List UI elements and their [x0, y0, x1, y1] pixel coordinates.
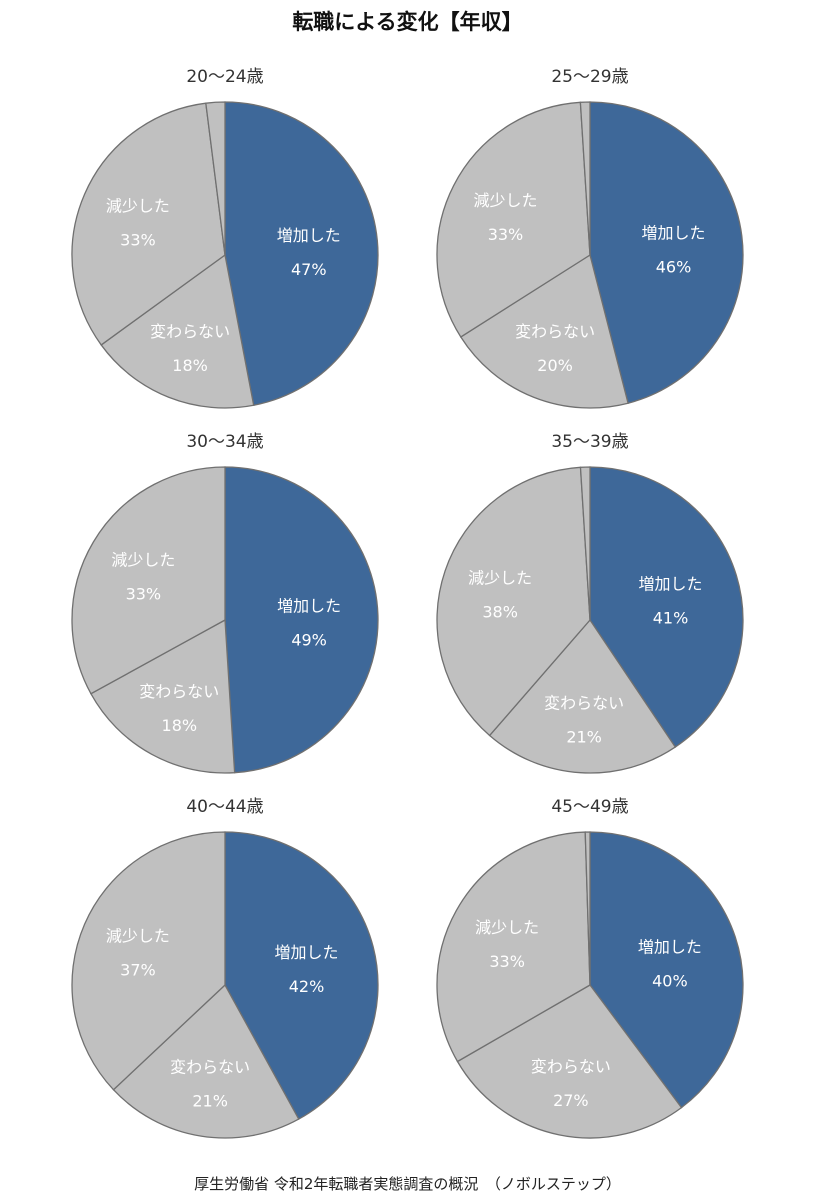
slice-increased — [224, 466, 379, 774]
pie-title: 20〜24歳 — [186, 67, 263, 87]
label-decreased-category: 減少した — [111, 551, 175, 570]
slice-decreased — [71, 831, 226, 1091]
label-decreased-category: 減少した — [473, 191, 537, 210]
label-unchanged-value: 21% — [566, 728, 602, 747]
label-unchanged-category: 変わらない — [139, 682, 219, 701]
slice-unchanged — [459, 253, 629, 409]
source-note: 厚生労働省 令和2年転職者実態調査の概況 （ノボルステップ） — [194, 1175, 621, 1193]
label-decreased-value: 33% — [488, 225, 524, 244]
label-increased-category: 増加した — [277, 226, 341, 245]
label-decreased-value: 33% — [126, 585, 162, 604]
label-unchanged-value: 18% — [172, 356, 208, 375]
slice-unchanged — [112, 983, 300, 1139]
pie-title: 40〜44歳 — [186, 797, 263, 817]
label-increased-value: 46% — [656, 257, 692, 276]
label-unchanged-value: 18% — [162, 716, 198, 735]
label-increased-category: 増加した — [641, 223, 705, 242]
slice-increased — [589, 831, 744, 1109]
slice-increased — [589, 101, 744, 404]
label-decreased-value: 33% — [120, 230, 156, 249]
label-unchanged-category: 変わらない — [170, 1058, 250, 1077]
label-decreased-category: 減少した — [106, 196, 170, 215]
slice-increased — [589, 466, 744, 748]
label-decreased-category: 減少した — [468, 569, 532, 588]
label-increased-value: 49% — [291, 630, 327, 649]
pie-title: 45〜49歳 — [551, 797, 628, 817]
label-unchanged-value: 21% — [192, 1092, 228, 1111]
label-decreased-value: 37% — [120, 960, 156, 979]
slice-other — [584, 831, 591, 986]
slice-other — [205, 101, 226, 256]
label-unchanged-value: 27% — [553, 1091, 589, 1110]
label-decreased-value: 33% — [489, 952, 525, 971]
label-increased-category: 増加した — [638, 937, 702, 956]
slice-unchanged — [456, 984, 683, 1139]
slice-decreased — [71, 102, 226, 346]
slice-unchanged — [100, 253, 255, 409]
slice-decreased — [436, 101, 591, 338]
label-unchanged-category: 変わらない — [531, 1057, 611, 1076]
label-increased-category: 増加した — [274, 943, 338, 962]
slice-unchanged — [488, 618, 677, 774]
label-increased-value: 42% — [289, 977, 325, 996]
label-increased-value: 41% — [653, 608, 689, 627]
slice-other — [579, 101, 591, 256]
label-decreased-value: 38% — [482, 603, 518, 622]
slice-other — [579, 466, 591, 621]
label-decreased-category: 減少した — [475, 918, 539, 937]
slice-unchanged — [90, 618, 236, 774]
slice-increased — [224, 831, 379, 1120]
pie-title: 25〜29歳 — [551, 67, 628, 87]
label-unchanged-value: 20% — [537, 356, 573, 375]
pie-title: 30〜34歳 — [186, 432, 263, 452]
label-unchanged-category: 変わらない — [544, 694, 624, 713]
label-increased-value: 40% — [652, 971, 688, 990]
label-decreased-category: 減少した — [106, 926, 170, 945]
label-unchanged-category: 変わらない — [150, 322, 230, 341]
pie-title: 35〜39歳 — [551, 432, 628, 452]
slice-decreased — [436, 466, 591, 737]
label-unchanged-category: 変わらない — [515, 322, 595, 341]
label-increased-category: 増加した — [638, 574, 702, 593]
slice-decreased — [71, 466, 226, 695]
slice-increased — [224, 101, 379, 407]
label-increased-category: 増加した — [277, 596, 341, 615]
label-increased-value: 47% — [291, 260, 327, 279]
chart-title: 転職による変化【年収】 — [292, 10, 523, 34]
slice-decreased — [436, 831, 591, 1063]
